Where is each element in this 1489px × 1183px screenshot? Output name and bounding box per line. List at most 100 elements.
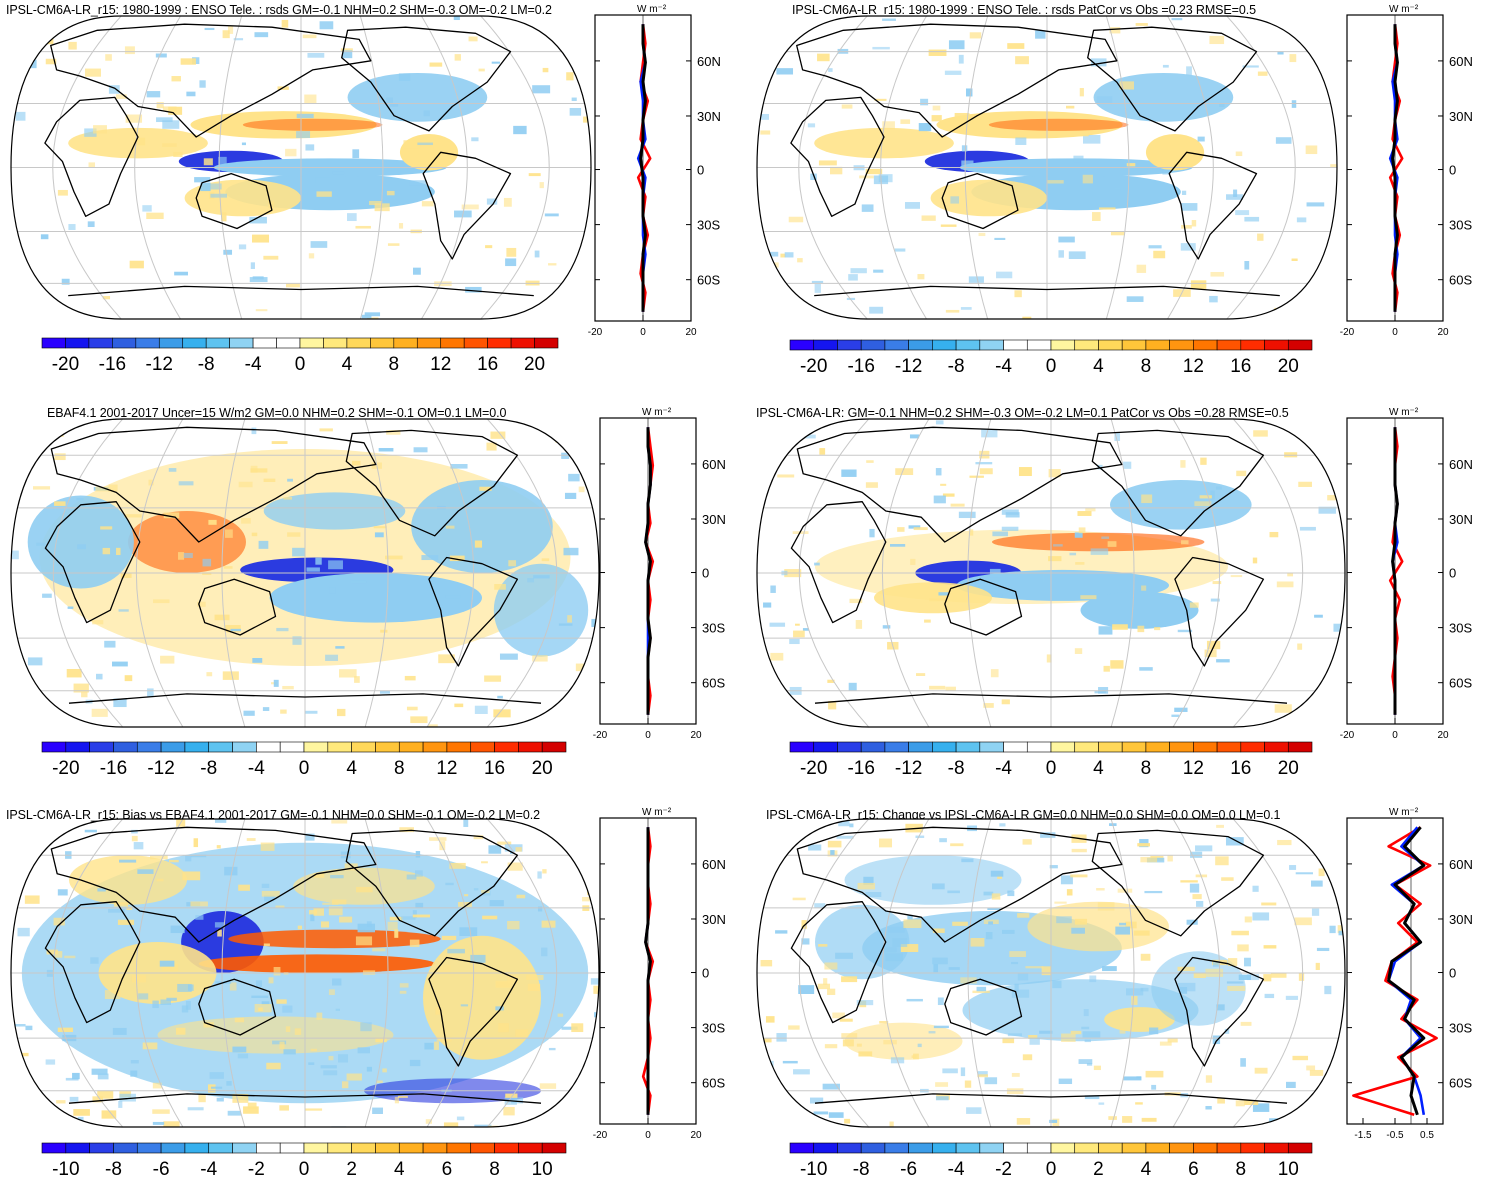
anomaly-speckle xyxy=(1327,495,1336,501)
anomaly-speckle xyxy=(1270,972,1287,978)
colorbar-label: -10 xyxy=(52,1159,79,1180)
anomaly-speckle xyxy=(1237,944,1249,952)
anomaly-speckle xyxy=(1226,981,1244,984)
anomaly-speckle xyxy=(73,1109,90,1116)
anomaly-speckle xyxy=(1103,665,1110,672)
grid-meridian xyxy=(1110,419,1135,727)
anomaly-speckle xyxy=(910,558,916,565)
colorbar-box xyxy=(1240,741,1265,753)
anomaly-speckle xyxy=(241,142,246,146)
anomaly-speckle xyxy=(935,1082,949,1087)
anomaly-speckle xyxy=(844,1118,851,1124)
colorbar-box xyxy=(1287,741,1313,753)
anomaly-speckle xyxy=(403,140,421,149)
anomaly-speckle xyxy=(1330,164,1337,168)
anomaly-speckle xyxy=(882,121,895,130)
anomaly-speckle xyxy=(770,652,784,661)
anomaly-speckle xyxy=(1329,925,1336,934)
anomaly-speckle xyxy=(539,1083,557,1089)
anomaly-speckle xyxy=(1090,58,1107,67)
anomaly-speckle xyxy=(281,19,289,28)
anomaly-speckle xyxy=(990,870,1004,877)
anomaly-speckle xyxy=(456,1116,465,1121)
anomaly-speckle xyxy=(869,528,875,538)
zonal-x-tick: 0 xyxy=(645,1130,651,1141)
anomaly-speckle xyxy=(463,819,469,827)
anomaly-speckle xyxy=(119,1093,136,1102)
anomaly-speckle xyxy=(1014,290,1022,298)
anomaly-speckle xyxy=(1253,430,1268,437)
anomaly-speckle xyxy=(357,923,376,933)
colorbar-label: 2 xyxy=(346,1159,357,1180)
anomaly-speckle xyxy=(1212,581,1222,585)
lat-tick-label: 30S xyxy=(1449,1021,1472,1036)
colorbar-box xyxy=(510,337,535,349)
anomaly-speckle xyxy=(977,1074,988,1078)
anomaly-speckle xyxy=(788,216,804,223)
anomaly-speckle xyxy=(1210,598,1220,602)
anomaly-speckle xyxy=(1219,103,1225,108)
lat-tick-label: 60N xyxy=(702,857,726,872)
colorbar-label: 4 xyxy=(1093,356,1104,377)
colorbar-label: 16 xyxy=(484,758,505,779)
colorbar-box xyxy=(813,1142,838,1154)
anomaly-speckle xyxy=(541,920,556,928)
anomaly-speckle xyxy=(897,727,909,736)
anomaly-speckle xyxy=(761,1038,772,1043)
anomaly-speckle xyxy=(307,52,325,58)
anomaly-speckle xyxy=(153,599,170,604)
anomaly-speckle xyxy=(61,278,70,285)
anomaly-speckle xyxy=(793,1069,810,1075)
anomaly-speckle xyxy=(1133,930,1150,936)
colorbar-box xyxy=(837,1142,862,1154)
anomaly-speckle xyxy=(504,844,523,852)
anomaly-speckle xyxy=(276,999,287,1004)
anomaly-speckle xyxy=(161,963,179,971)
zonal-mean-plot: W m⁻² 60N 30N 0 30S 60S -20 0 20 xyxy=(1340,4,1473,338)
coastline xyxy=(790,901,887,1024)
anomaly-speckle xyxy=(438,964,451,974)
anomaly-speckle xyxy=(999,823,1006,827)
colorbar: -10 -8 -6 -4 -2 0 2 4 6 8 10 xyxy=(41,1142,567,1180)
anomaly-speckle xyxy=(782,1060,798,1064)
anomaly-speckle xyxy=(1053,544,1063,547)
anomaly-speckle xyxy=(516,894,526,899)
anomaly-region xyxy=(1110,480,1252,530)
grid-meridian xyxy=(798,819,870,1127)
anomaly-speckle xyxy=(214,819,227,823)
colorbar-box xyxy=(1216,1142,1242,1154)
anomaly-speckle xyxy=(945,686,956,691)
anomaly-speckle xyxy=(915,835,925,838)
anomaly-speckle xyxy=(306,567,320,572)
colorbar-label: -4 xyxy=(948,1159,965,1180)
colorbar-box xyxy=(303,741,329,753)
anomaly-speckle xyxy=(553,824,558,828)
anomaly-speckle xyxy=(802,628,809,631)
lat-tick-label: 30N xyxy=(1449,109,1473,124)
coastline xyxy=(941,172,1019,230)
anomaly-speckle xyxy=(313,873,325,878)
anomaly-speckle xyxy=(422,146,434,154)
anomaly-speckle xyxy=(968,529,974,536)
anomaly-speckle xyxy=(935,1096,949,1101)
anomaly-speckle xyxy=(760,959,773,967)
anomaly-speckle xyxy=(527,578,535,583)
anomaly-speckle xyxy=(413,447,428,453)
anomaly-region xyxy=(930,179,1047,217)
colorbar-label: 4 xyxy=(346,758,357,779)
anomaly-speckle xyxy=(780,253,786,258)
anomaly-speckle xyxy=(206,672,213,677)
anomaly-speckle xyxy=(897,527,905,532)
colorbar: -20 -16 -12 -8 -4 0 4 8 12 16 20 xyxy=(789,741,1313,779)
anomaly-speckle xyxy=(885,953,903,962)
anomaly-speckle xyxy=(108,908,125,913)
anomaly-speckle xyxy=(331,820,348,824)
anomaly-region xyxy=(1104,1007,1175,1032)
anomaly-speckle xyxy=(440,152,450,157)
colorbar-label: 6 xyxy=(442,1159,453,1180)
anomaly-speckle xyxy=(162,143,177,147)
anomaly-speckle xyxy=(1252,557,1258,564)
anomaly-speckle xyxy=(836,835,854,839)
anomaly-speckle xyxy=(900,119,911,124)
anomaly-speckle xyxy=(950,843,964,847)
